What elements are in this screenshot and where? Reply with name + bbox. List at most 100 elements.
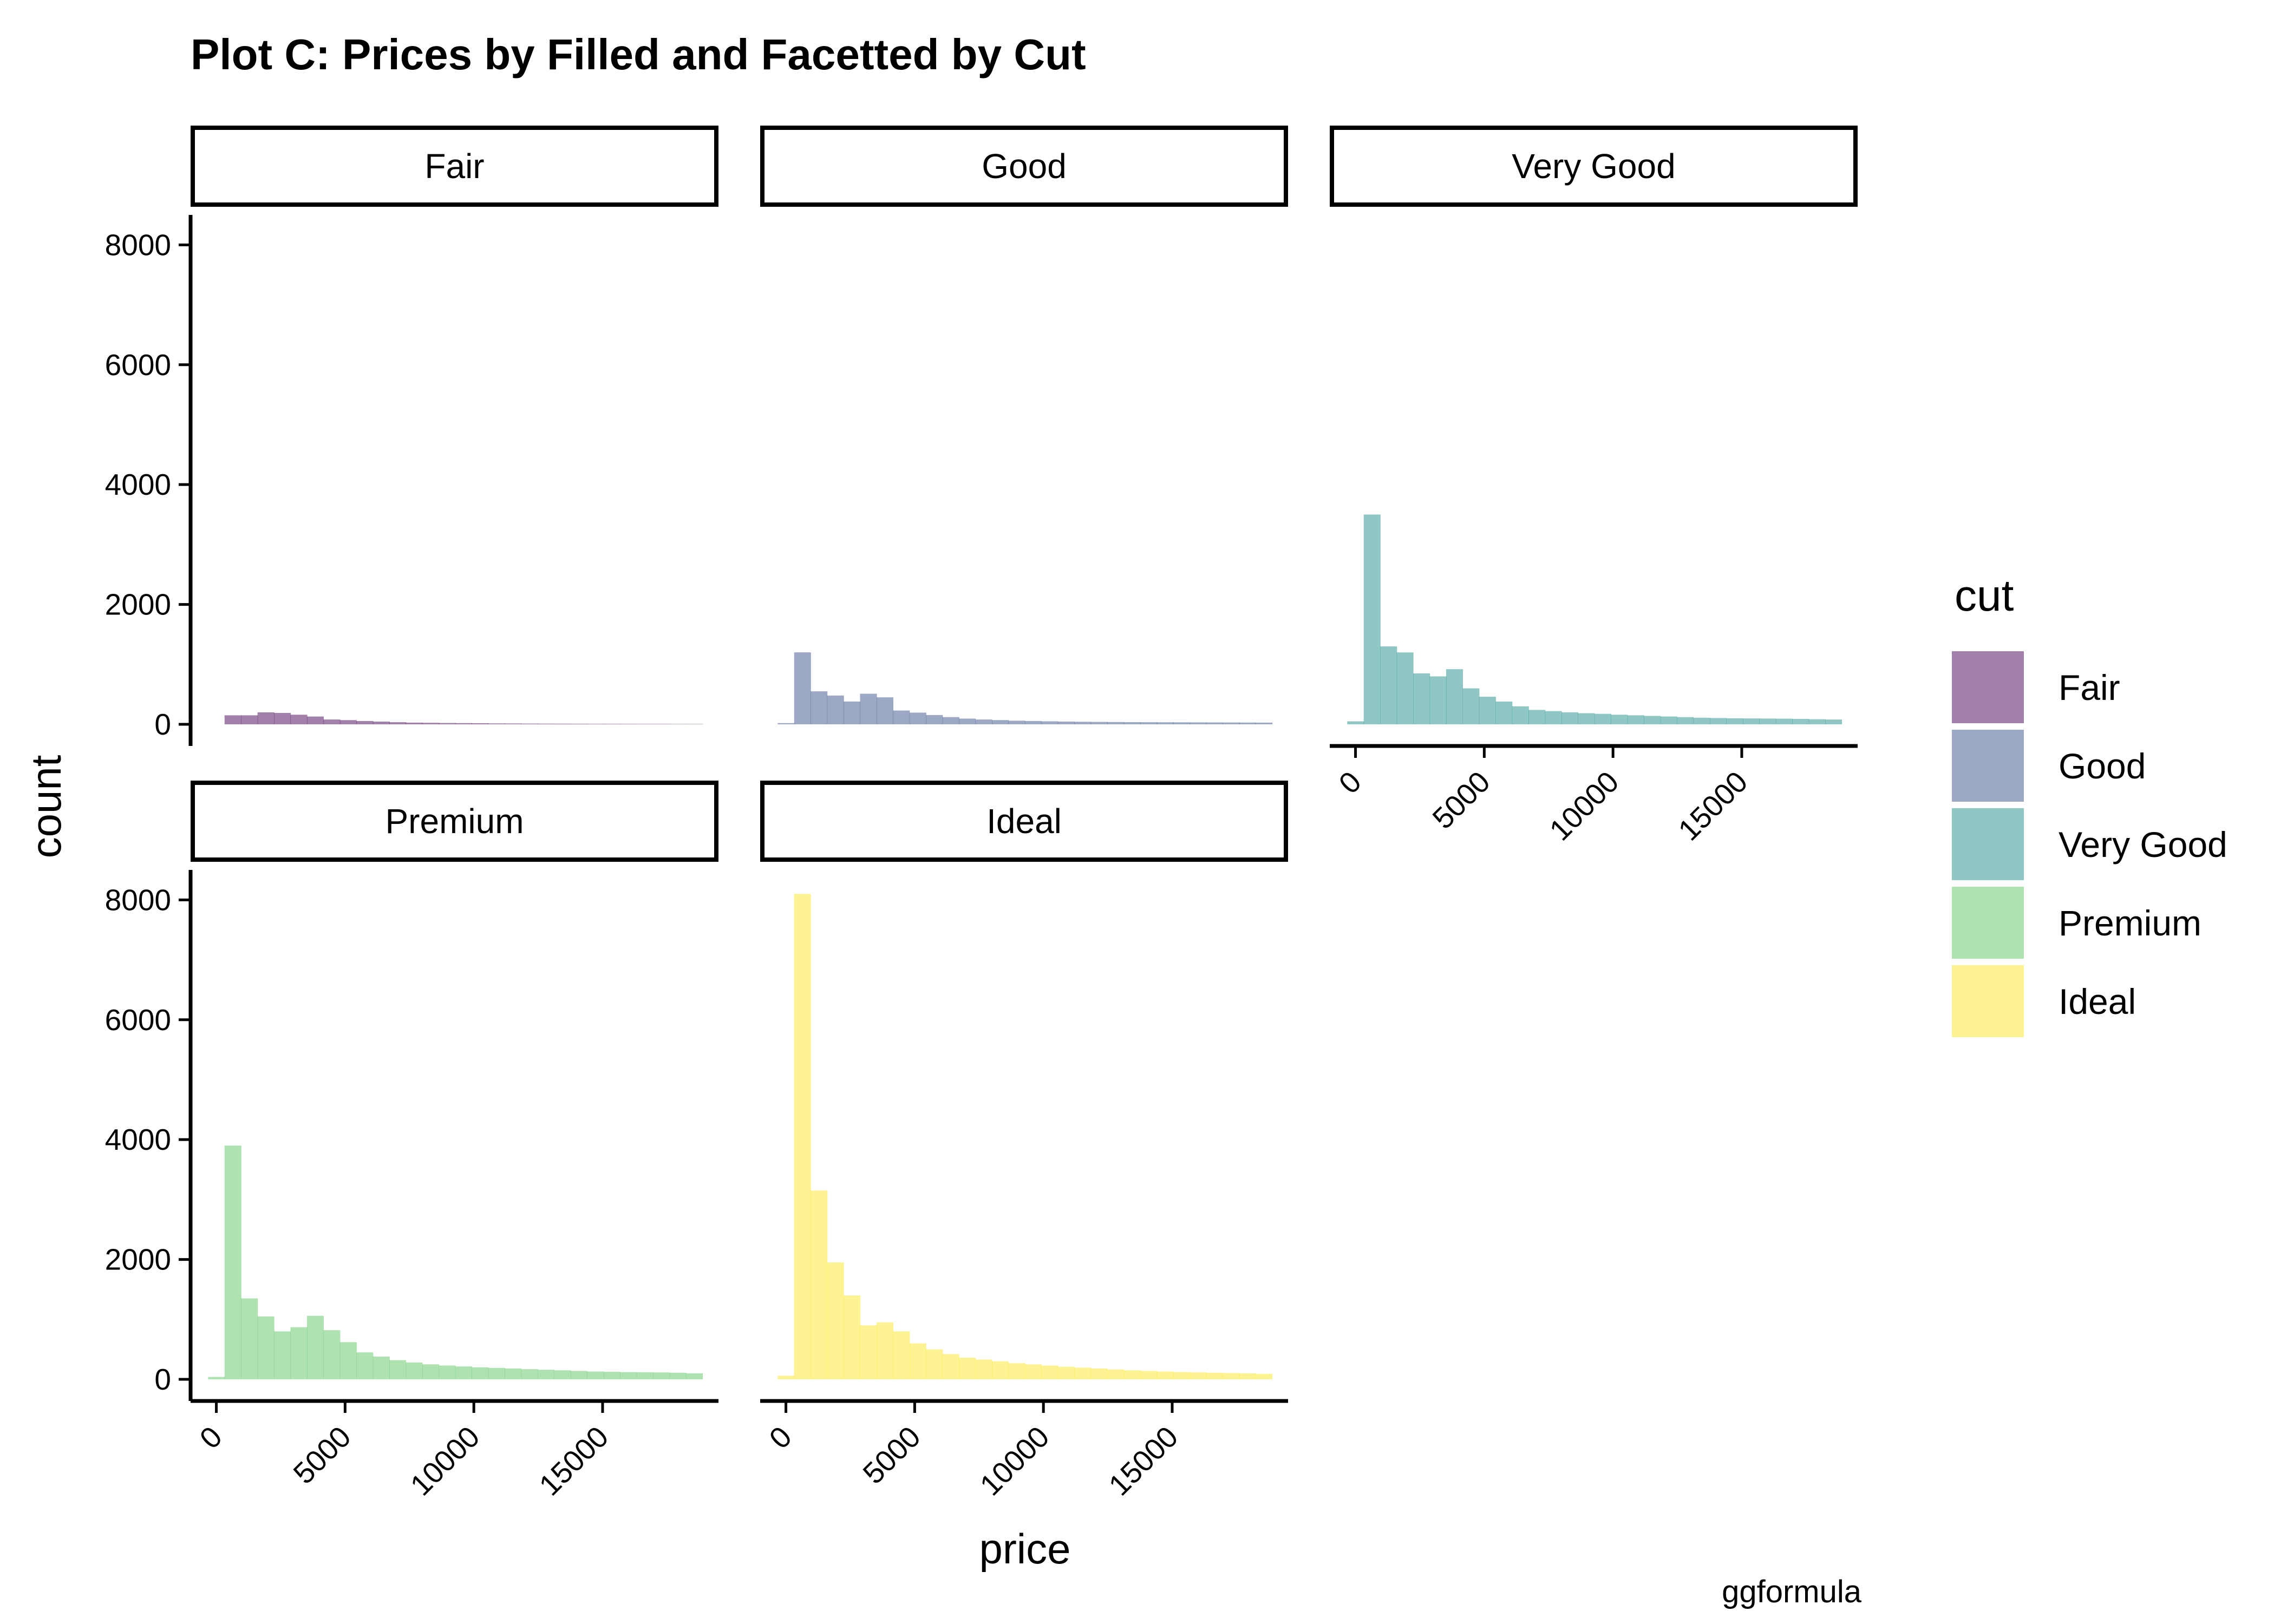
histogram-bar (1495, 701, 1513, 724)
histogram-bar (1545, 711, 1562, 724)
histogram-bar (488, 1367, 505, 1379)
histogram-bar (1173, 722, 1190, 724)
facet-strip-label: Very Good (1512, 147, 1675, 186)
histogram-bar (959, 1358, 976, 1379)
histogram-bar (406, 722, 423, 724)
histogram-bar (1123, 722, 1141, 724)
histogram-bar (926, 715, 943, 724)
histogram-bar (909, 712, 926, 724)
facet-panel-very-good: Very Good 0 5000 10000 15000 (1330, 126, 1858, 847)
histogram-bar (1710, 718, 1727, 724)
histogram-bar (876, 697, 894, 724)
y-axis: 0 2000 4000 6000 8000 (105, 215, 193, 746)
histogram-bar (1008, 721, 1025, 724)
y-tick-label: 2000 (105, 1243, 171, 1276)
histogram-bar (1693, 717, 1710, 724)
histogram-bar (439, 1365, 456, 1379)
x-tick-label: 15000 (1102, 1420, 1184, 1502)
facet-panel-ideal: Ideal 0 5000 10000 15000 (760, 781, 1288, 1502)
histogram-bar (926, 1349, 943, 1379)
facet-panel-fair: Fair 0 2000 4000 6000 8000 (105, 126, 718, 746)
histogram-bar (959, 718, 976, 724)
histogram-bar (455, 1366, 472, 1379)
histogram-bar (241, 1298, 258, 1379)
facet-strip (760, 126, 1288, 207)
histogram-bar (876, 1322, 894, 1379)
legend-label: Good (2059, 746, 2146, 786)
histogram-bar (1660, 716, 1677, 724)
histogram-bar (794, 652, 811, 724)
histogram-bar (909, 1343, 926, 1379)
legend-label: Fair (2059, 667, 2120, 708)
histogram-bar (1528, 710, 1546, 724)
histogram-bar (777, 1376, 795, 1379)
histogram-bar (1594, 713, 1611, 724)
histogram-bar (1561, 712, 1579, 724)
histogram-bar (1107, 1369, 1125, 1379)
histogram-bars (208, 1145, 703, 1379)
histogram-bars (224, 712, 703, 724)
legend: cut Fair Good Very Good Premium Ideal (1952, 571, 2227, 1037)
y-tick-label: 2000 (105, 588, 171, 621)
histogram-bar (290, 715, 308, 724)
x-tick-label: 0 (193, 1420, 228, 1455)
x-tick-label: 5000 (856, 1420, 926, 1490)
histogram-bar (257, 712, 275, 724)
histogram-bar (1677, 717, 1694, 724)
histogram-bar (224, 715, 241, 724)
histogram-bar (1190, 1372, 1207, 1379)
histogram-bar (1206, 1372, 1223, 1379)
x-tick-label: 10000 (404, 1420, 486, 1502)
histogram-bar (620, 1372, 637, 1379)
caption: ggformula (1722, 1574, 1862, 1609)
histogram-bar (356, 1352, 374, 1379)
histogram-bar (1808, 719, 1826, 724)
x-axis-title: price (979, 1525, 1070, 1573)
x-tick-label: 5000 (1426, 765, 1496, 835)
histogram-bar (1479, 697, 1496, 724)
facet-strip (191, 781, 718, 862)
histogram-bar (860, 693, 877, 724)
histogram-bar (992, 720, 1009, 724)
histogram-bar (1140, 722, 1158, 724)
histogram-bar (893, 1331, 910, 1379)
histogram-bar (1123, 1370, 1141, 1379)
histogram-bar (521, 1369, 538, 1379)
histogram-bar (1792, 719, 1809, 724)
histogram-bar (1024, 1364, 1042, 1379)
histogram-bars (777, 652, 1273, 724)
histogram-bar (794, 894, 811, 1379)
histogram-bar (1256, 722, 1273, 724)
histogram-bar (274, 1331, 291, 1379)
histogram-bar (1190, 722, 1207, 724)
histogram-bar (1512, 706, 1529, 724)
x-tick-label: 10000 (973, 1420, 1056, 1502)
histogram-bar (472, 723, 489, 724)
histogram-bar (1578, 713, 1595, 724)
histogram-bar (777, 723, 795, 724)
histogram-bar (1429, 676, 1447, 724)
histogram-bar (1775, 718, 1793, 724)
legend-key (1952, 730, 2024, 802)
histogram-bar (1107, 722, 1125, 724)
y-tick-label: 0 (154, 1363, 171, 1396)
histogram-bar (241, 715, 258, 724)
histogram-bar (1627, 715, 1644, 724)
y-tick-label: 4000 (105, 468, 171, 501)
histogram-bar (1347, 721, 1364, 724)
histogram-bar (844, 701, 861, 724)
histogram-bar (942, 1354, 959, 1379)
histogram-bar (505, 1368, 522, 1379)
histogram-bar (554, 1370, 571, 1379)
histogram-bar (1024, 721, 1042, 724)
histogram-bar (653, 1372, 670, 1379)
histogram-bar (422, 723, 440, 724)
histogram-bar (1206, 722, 1223, 724)
legend-title: cut (1955, 571, 2014, 620)
histogram-bar (1239, 1373, 1256, 1379)
x-tick-label: 15000 (1671, 765, 1754, 847)
legend-key (1952, 808, 2024, 880)
histogram-bar (1090, 722, 1108, 724)
histogram-bar (306, 1315, 324, 1379)
histogram-bar (603, 1372, 620, 1379)
